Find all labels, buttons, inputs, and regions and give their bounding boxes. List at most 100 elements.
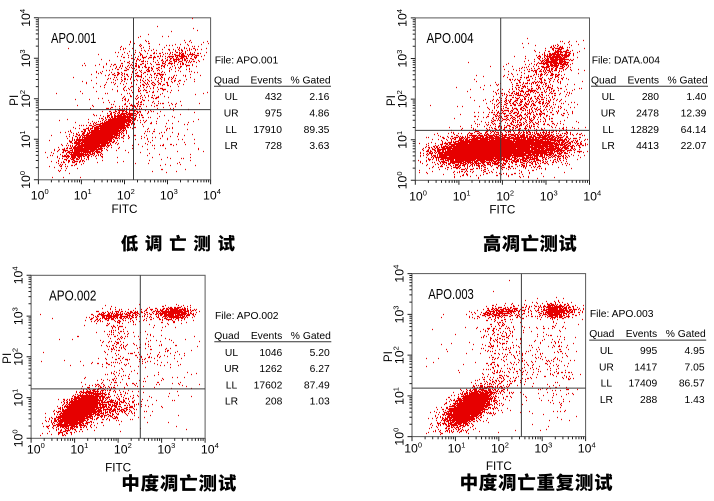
svg-text:File: APO.002: File: APO.002 <box>215 311 279 322</box>
svg-text:100: 100 <box>18 171 33 189</box>
svg-text:104: 104 <box>392 265 407 283</box>
svg-text:6.27: 6.27 <box>310 364 330 375</box>
svg-text:1.03: 1.03 <box>310 397 330 408</box>
svg-text:12.39: 12.39 <box>681 109 707 120</box>
svg-text:UL: UL <box>225 92 238 103</box>
svg-text:FITC: FITC <box>105 462 131 475</box>
svg-text:% Gated: % Gated <box>668 75 708 86</box>
svg-text:103: 103 <box>160 187 178 202</box>
svg-text:LR: LR <box>600 395 613 406</box>
svg-text:100: 100 <box>404 441 422 456</box>
svg-text:432: 432 <box>265 92 282 103</box>
svg-text:89.35: 89.35 <box>304 125 330 136</box>
svg-text:728: 728 <box>265 141 282 152</box>
svg-text:3.63: 3.63 <box>309 141 329 152</box>
svg-text:102: 102 <box>395 90 410 108</box>
svg-text:% Gated: % Gated <box>291 331 331 342</box>
svg-text:5.20: 5.20 <box>310 348 330 359</box>
svg-text:7.05: 7.05 <box>685 362 705 373</box>
svg-text:22.07: 22.07 <box>681 141 707 152</box>
svg-text:86.57: 86.57 <box>679 379 705 390</box>
svg-text:101: 101 <box>11 389 26 407</box>
svg-text:LL: LL <box>602 125 614 136</box>
svg-text:103: 103 <box>540 188 558 203</box>
svg-text:102: 102 <box>491 441 509 456</box>
svg-text:17409: 17409 <box>629 379 658 390</box>
svg-text:PI: PI <box>382 351 395 362</box>
svg-text:995: 995 <box>640 346 657 357</box>
svg-text:LR: LR <box>225 397 238 408</box>
svg-text:103: 103 <box>534 441 552 456</box>
svg-text:Events: Events <box>251 331 282 342</box>
svg-text:Events: Events <box>626 329 657 340</box>
svg-text:UR: UR <box>599 362 614 373</box>
svg-text:102: 102 <box>496 188 514 203</box>
svg-text:Events: Events <box>251 75 282 86</box>
svg-text:4.86: 4.86 <box>309 109 329 120</box>
svg-text:288: 288 <box>640 395 657 406</box>
svg-text:12829: 12829 <box>630 125 659 136</box>
svg-text:975: 975 <box>265 109 282 120</box>
svg-text:104: 104 <box>583 188 601 203</box>
svg-text:APO.002: APO.002 <box>49 289 96 305</box>
svg-text:UR: UR <box>224 364 239 375</box>
svg-text:102: 102 <box>114 441 132 456</box>
svg-text:17602: 17602 <box>254 380 283 391</box>
svg-text:104: 104 <box>578 441 596 456</box>
svg-text:64.14: 64.14 <box>681 125 707 136</box>
svg-text:4413: 4413 <box>636 141 659 152</box>
svg-text:101: 101 <box>70 441 88 456</box>
svg-text:103: 103 <box>18 49 33 67</box>
svg-text:APO.001: APO.001 <box>51 31 96 47</box>
svg-text:LL: LL <box>601 379 613 390</box>
svg-text:101: 101 <box>74 187 92 202</box>
svg-text:100: 100 <box>31 187 49 202</box>
svg-text:APO.003: APO.003 <box>428 287 474 303</box>
svg-text:1262: 1262 <box>259 364 282 375</box>
svg-text:103: 103 <box>395 50 410 68</box>
svg-text:PI: PI <box>1 353 14 364</box>
svg-text:1046: 1046 <box>259 348 282 359</box>
svg-text:280: 280 <box>642 92 659 103</box>
svg-text:FITC: FITC <box>489 204 515 217</box>
svg-text:File: DATA.004: File: DATA.004 <box>592 55 661 66</box>
svg-text:101: 101 <box>453 188 471 203</box>
svg-text:102: 102 <box>392 346 407 364</box>
svg-text:UR: UR <box>601 109 616 120</box>
svg-text:100: 100 <box>27 441 45 456</box>
svg-text:100: 100 <box>11 429 26 447</box>
svg-text:87.49: 87.49 <box>304 380 330 391</box>
svg-text:208: 208 <box>265 397 282 408</box>
svg-text:17910: 17910 <box>253 125 282 136</box>
svg-text:PI: PI <box>8 95 21 106</box>
svg-text:% Gated: % Gated <box>666 329 706 340</box>
svg-text:Quad: Quad <box>214 75 239 86</box>
svg-text:Quad: Quad <box>589 329 614 340</box>
svg-text:Quad: Quad <box>214 331 239 342</box>
svg-text:UL: UL <box>602 92 615 103</box>
svg-text:102: 102 <box>117 187 135 202</box>
svg-text:103: 103 <box>392 306 407 324</box>
svg-text:APO.004: APO.004 <box>427 31 474 47</box>
svg-text:104: 104 <box>203 187 221 202</box>
svg-text:LR: LR <box>602 141 615 152</box>
svg-text:4.95: 4.95 <box>685 346 705 357</box>
svg-text:100: 100 <box>392 428 407 446</box>
svg-text:1.40: 1.40 <box>686 92 706 103</box>
svg-text:LL: LL <box>225 125 237 136</box>
svg-text:LL: LL <box>226 380 238 391</box>
svg-text:104: 104 <box>11 266 26 284</box>
svg-text:100: 100 <box>395 171 410 189</box>
svg-text:% Gated: % Gated <box>291 75 331 86</box>
svg-text:100: 100 <box>409 188 427 203</box>
svg-text:1.43: 1.43 <box>685 395 705 406</box>
svg-text:Quad: Quad <box>591 75 616 86</box>
svg-text:102: 102 <box>11 348 26 366</box>
svg-text:File: APO.003: File: APO.003 <box>590 309 654 320</box>
svg-text:103: 103 <box>157 441 175 456</box>
svg-text:102: 102 <box>18 90 33 108</box>
svg-text:LR: LR <box>225 141 238 152</box>
svg-text:FITC: FITC <box>486 460 512 473</box>
svg-text:104: 104 <box>18 9 33 27</box>
svg-text:UL: UL <box>225 348 238 359</box>
